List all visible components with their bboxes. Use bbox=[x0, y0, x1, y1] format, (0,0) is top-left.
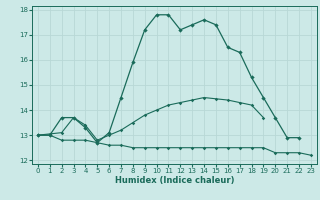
X-axis label: Humidex (Indice chaleur): Humidex (Indice chaleur) bbox=[115, 176, 234, 185]
